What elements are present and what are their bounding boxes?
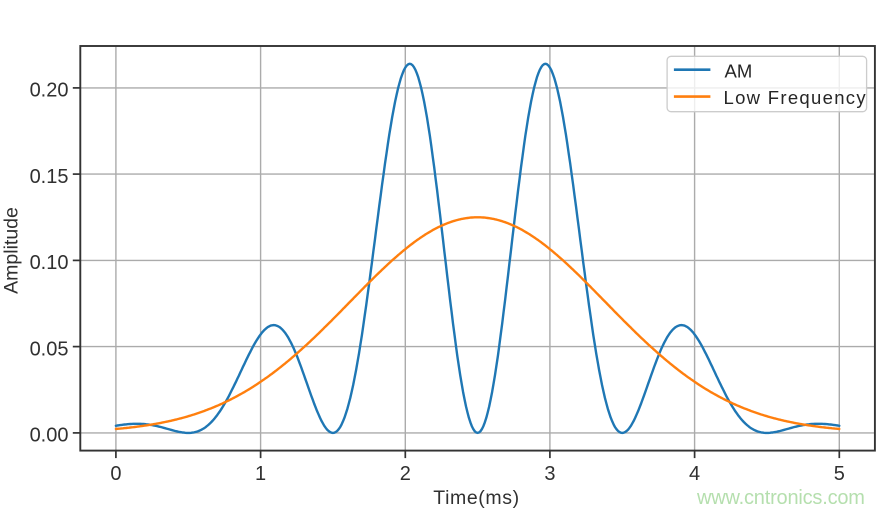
svg-text:4: 4 [689, 463, 700, 485]
svg-text:5: 5 [834, 463, 845, 485]
svg-text:Amplitude: Amplitude [0, 207, 22, 294]
svg-text:AM: AM [725, 61, 753, 82]
svg-text:www.cntronics.com: www.cntronics.com [696, 487, 865, 509]
svg-text:1: 1 [255, 463, 266, 485]
svg-text:0.05: 0.05 [30, 338, 69, 360]
svg-text:0: 0 [110, 463, 121, 485]
svg-text:0.20: 0.20 [30, 80, 69, 102]
svg-text:3: 3 [544, 463, 555, 485]
svg-text:0.10: 0.10 [30, 252, 69, 274]
svg-text:Time(ms): Time(ms) [433, 487, 519, 509]
svg-text:2: 2 [400, 463, 411, 485]
svg-text:Low Frequency: Low Frequency [724, 87, 867, 108]
svg-text:0.00: 0.00 [30, 425, 69, 447]
svg-text:0.15: 0.15 [30, 166, 69, 188]
